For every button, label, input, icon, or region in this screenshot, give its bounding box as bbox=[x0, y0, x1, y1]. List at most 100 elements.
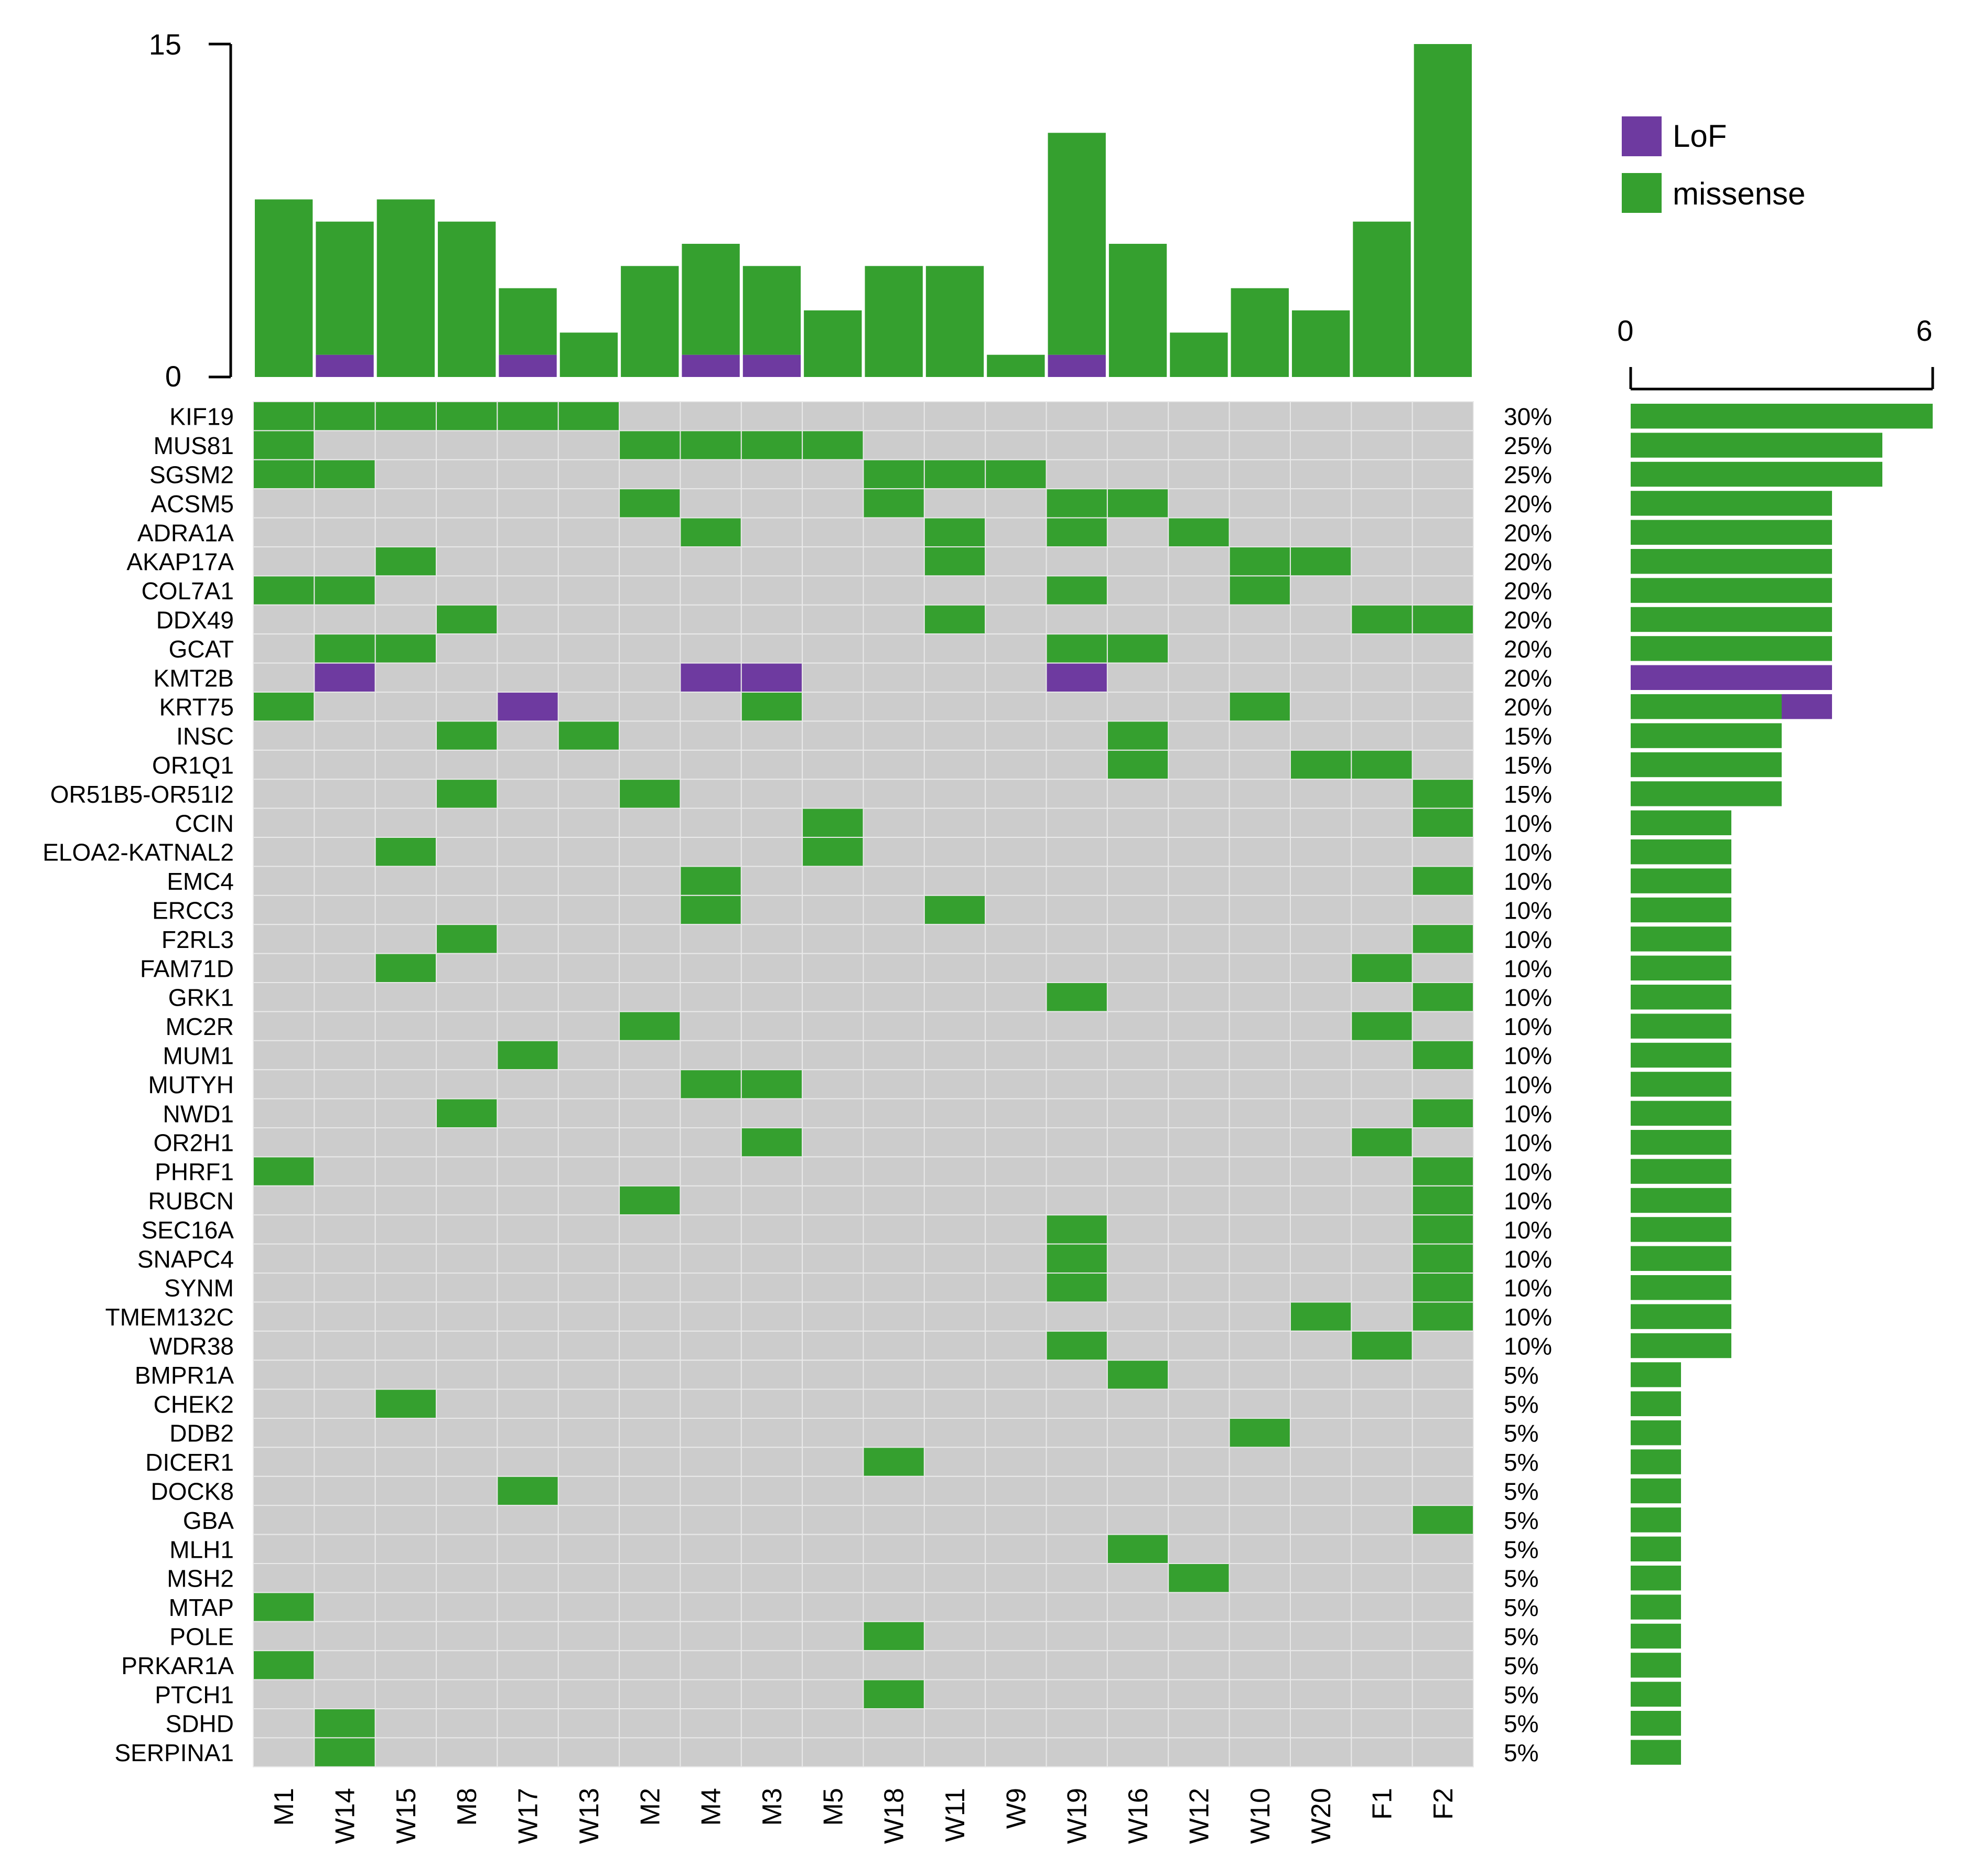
cell-chek2-w20 bbox=[1289, 1388, 1352, 1419]
gene-label-prkar1a: PRKAR1A bbox=[121, 1652, 234, 1679]
cell-sgsm2-m5 bbox=[802, 459, 864, 490]
cell-or1q1-f2 bbox=[1412, 749, 1474, 780]
cell-serpina1-m3 bbox=[740, 1737, 803, 1767]
sample-axis-tick-label-max: 15 bbox=[149, 28, 181, 61]
cell-mum1-m8 bbox=[436, 1040, 498, 1071]
cell-dock8-w15 bbox=[374, 1475, 437, 1506]
gene-bar-missense-snapc4 bbox=[1631, 1246, 1731, 1271]
cell-ddb2-w12 bbox=[1168, 1418, 1230, 1448]
cell-synm-w15 bbox=[374, 1273, 437, 1303]
cell-fam71d-f2 bbox=[1412, 953, 1474, 983]
cell-emc4-m8 bbox=[436, 866, 498, 896]
cell-ccin-m3 bbox=[740, 807, 803, 838]
cell-mum1-w16 bbox=[1106, 1040, 1169, 1071]
cell-akap17a-w17 bbox=[497, 546, 559, 577]
cell-mc2r-w19 bbox=[1046, 1011, 1108, 1041]
cell-ptch1-w16 bbox=[1106, 1679, 1169, 1710]
gene-label-mtap: MTAP bbox=[169, 1594, 234, 1621]
gene-percentage-nwd1: 10% bbox=[1504, 1100, 1552, 1127]
cell-acsm5-m8 bbox=[436, 488, 498, 519]
cell-phrf1-m4 bbox=[680, 1156, 742, 1187]
cell-bmpr1a-w17 bbox=[497, 1360, 559, 1390]
cell-dicer1-w14 bbox=[314, 1447, 376, 1477]
cell-or51b5-or51i2-w15 bbox=[374, 779, 437, 809]
cell-sgsm2-f1 bbox=[1351, 459, 1413, 490]
cell-adra1a-m2 bbox=[619, 517, 681, 547]
cell-akap17a-m8 bbox=[436, 546, 498, 577]
gene-percentage-mc2r: 10% bbox=[1504, 1013, 1552, 1040]
cell-sgsm2-w19 bbox=[1046, 459, 1108, 490]
cell-akap17a-m3 bbox=[740, 546, 803, 577]
cell-mutyh-w19 bbox=[1046, 1069, 1108, 1099]
cell-ptch1-f2 bbox=[1412, 1679, 1474, 1710]
cell-sgsm2-w14 bbox=[314, 459, 376, 490]
cell-snapc4-w10 bbox=[1229, 1243, 1291, 1274]
cell-fam71d-m3 bbox=[740, 953, 803, 983]
gene-label-chek2: CHEK2 bbox=[154, 1390, 234, 1418]
cell-or51b5-or51i2-m8 bbox=[436, 779, 498, 809]
cell-phrf1-m1 bbox=[253, 1156, 315, 1187]
cell-mc2r-m8 bbox=[436, 1011, 498, 1041]
cell-mc2r-w15 bbox=[374, 1011, 437, 1041]
cell-serpina1-w19 bbox=[1046, 1737, 1108, 1767]
cell-fam71d-m8 bbox=[436, 953, 498, 983]
legend-swatch-missense bbox=[1622, 173, 1662, 213]
cell-ddb2-w20 bbox=[1289, 1418, 1352, 1448]
cell-mutyh-w17 bbox=[497, 1069, 559, 1099]
cell-f2rl3-f2 bbox=[1412, 924, 1474, 954]
gene-percentage-snapc4: 10% bbox=[1504, 1245, 1552, 1273]
cell-mum1-w13 bbox=[557, 1040, 620, 1071]
cell-krt75-f2 bbox=[1412, 692, 1474, 722]
gene-bar-missense-mc2r bbox=[1631, 1014, 1731, 1039]
cell-or51b5-or51i2-w14 bbox=[314, 779, 376, 809]
gene-bar-missense-tmem132c bbox=[1631, 1304, 1731, 1329]
cell-chek2-w10 bbox=[1229, 1388, 1291, 1419]
cell-tmem132c-w18 bbox=[863, 1301, 925, 1332]
cell-adra1a-w12 bbox=[1168, 517, 1230, 547]
cell-ercc3-m2 bbox=[619, 894, 681, 925]
cell-sdhd-w13 bbox=[557, 1708, 620, 1739]
cell-mum1-w14 bbox=[314, 1040, 376, 1071]
cell-mlh1-w11 bbox=[923, 1534, 986, 1565]
cell-sdhd-m1 bbox=[253, 1708, 315, 1739]
cell-or2h1-w9 bbox=[985, 1127, 1047, 1158]
gene-percentage-sec16a: 10% bbox=[1504, 1216, 1552, 1244]
cell-acsm5-w18 bbox=[863, 488, 925, 519]
cell-sec16a-w18 bbox=[863, 1214, 925, 1245]
gene-bar-missense-bmpr1a bbox=[1631, 1362, 1681, 1387]
cell-mc2r-f1 bbox=[1351, 1011, 1413, 1041]
cell-mum1-m1 bbox=[253, 1040, 315, 1071]
legend-swatch-lof bbox=[1622, 116, 1662, 156]
cell-mtap-f2 bbox=[1412, 1592, 1474, 1622]
cell-insc-m3 bbox=[740, 720, 803, 751]
legend-label-lof: LoF bbox=[1673, 118, 1727, 154]
cell-krt75-w16 bbox=[1106, 692, 1169, 722]
cell-synm-w13 bbox=[557, 1273, 620, 1303]
cell-wdr38-w18 bbox=[863, 1330, 925, 1361]
cell-wdr38-w13 bbox=[557, 1330, 620, 1361]
gene-bar-missense-or2h1 bbox=[1631, 1130, 1731, 1155]
gene-label-col7a1: COL7A1 bbox=[142, 577, 234, 605]
cell-kif19-m2 bbox=[619, 401, 681, 432]
cell-emc4-w15 bbox=[374, 866, 437, 896]
cell-mc2r-f2 bbox=[1412, 1011, 1474, 1041]
gene-label-sdhd: SDHD bbox=[166, 1710, 234, 1738]
cell-krt75-w9 bbox=[985, 692, 1047, 722]
gene-bar-missense-ptch1 bbox=[1631, 1681, 1681, 1707]
cell-msh2-w20 bbox=[1289, 1563, 1352, 1593]
cell-ccin-w11 bbox=[923, 807, 986, 838]
cell-eloa2-katnal2-w12 bbox=[1168, 837, 1230, 867]
cell-dock8-w16 bbox=[1106, 1475, 1169, 1506]
cell-phrf1-w18 bbox=[863, 1156, 925, 1187]
cell-or2h1-w18 bbox=[863, 1127, 925, 1158]
gene-bar-missense-eloa2-katnal2 bbox=[1631, 839, 1731, 865]
cell-synm-w17 bbox=[497, 1273, 559, 1303]
cell-ddx49-m1 bbox=[253, 604, 315, 635]
cell-fam71d-w12 bbox=[1168, 953, 1230, 983]
cell-ddx49-w14 bbox=[314, 604, 376, 635]
cell-kmt2b-m2 bbox=[619, 662, 681, 693]
cell-mc2r-w9 bbox=[985, 1011, 1047, 1041]
cell-ddb2-w11 bbox=[923, 1418, 986, 1448]
cell-insc-m1 bbox=[253, 720, 315, 751]
cell-or1q1-w15 bbox=[374, 749, 437, 780]
